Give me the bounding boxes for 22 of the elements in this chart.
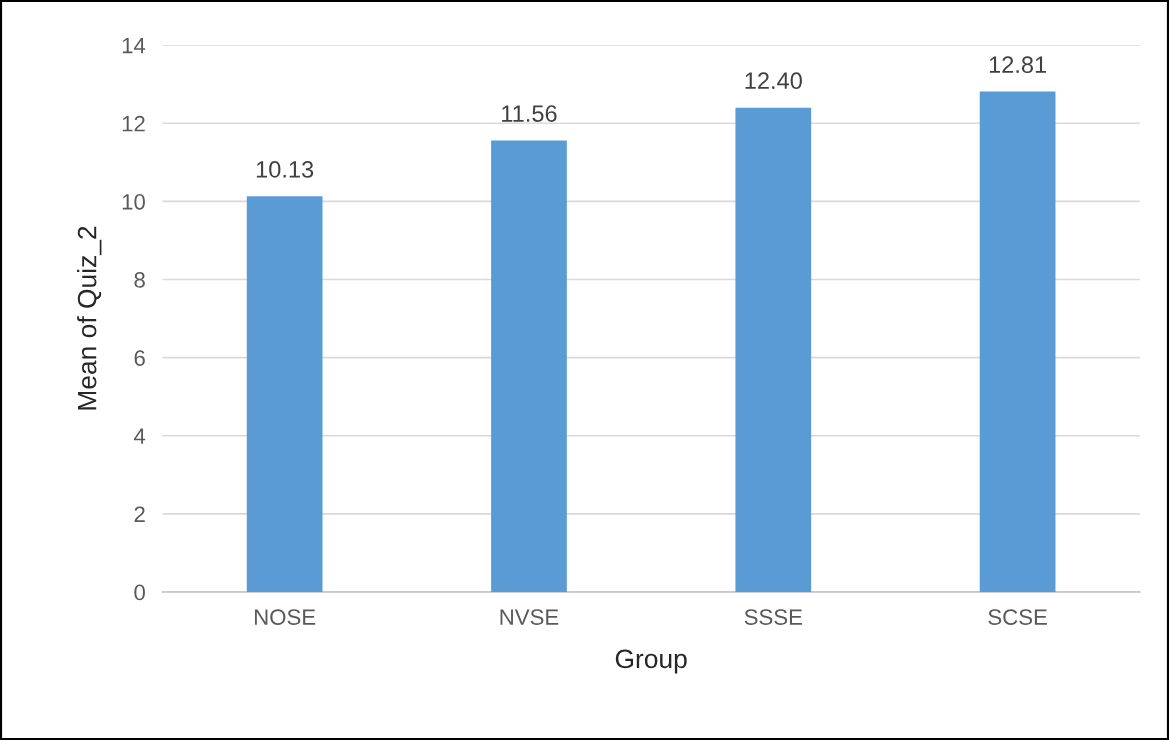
x-tick-label: NVSE [500,609,559,625]
y-tick-label: 10 [122,193,145,210]
y-tick-label: 8 [134,272,145,288]
data-label: 10.13 [256,161,314,178]
y-tick-label: 4 [133,428,146,444]
bar [491,140,567,592]
y-tick-label: 14 [122,37,146,54]
x-tick-label: SCSE [988,609,1047,625]
x-axis-title: Group [615,649,687,674]
y-axis-title: Mean of Quiz_2 [77,226,102,410]
y-tick-label: 0 [134,584,145,601]
bar [735,107,812,592]
data-label: 12.40 [745,72,802,90]
bar [979,91,1056,592]
data-label: 11.56 [502,105,557,122]
data-label: 12.81 [989,56,1047,74]
x-tick-label: NOSE [254,609,316,625]
bar [246,196,323,592]
y-tick-label: 12 [122,115,145,132]
x-tick-label: SSSE [744,609,802,625]
y-tick-label: 2 [134,506,145,522]
y-tick-label: 6 [134,350,145,366]
